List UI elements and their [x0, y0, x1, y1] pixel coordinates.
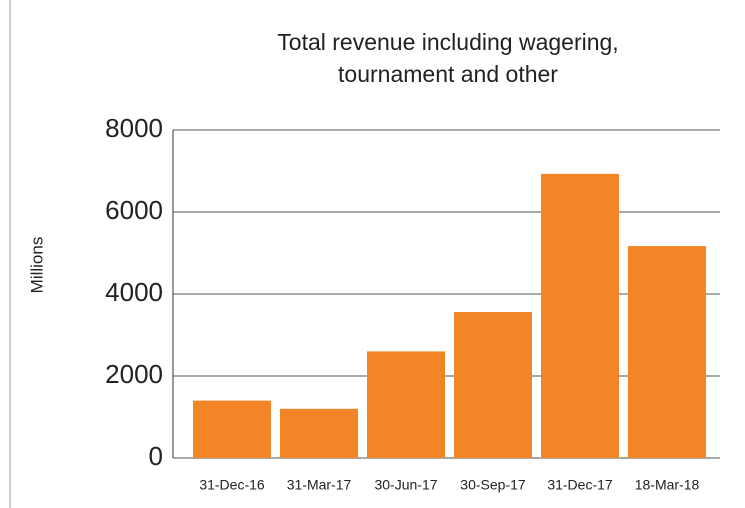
x-tick-label: 30-Sep-17 [460, 477, 526, 493]
x-tick-label: 18-Mar-18 [635, 477, 700, 493]
bar [628, 246, 706, 458]
x-tick-label: 31-Dec-17 [547, 477, 613, 493]
bar [454, 312, 532, 458]
y-tick-label: 8000 [105, 113, 163, 143]
x-tick-label: 30-Jun-17 [374, 477, 437, 493]
y-tick-label: 0 [149, 441, 163, 471]
bar [367, 351, 445, 458]
x-tick-label: 31-Dec-16 [199, 477, 265, 493]
bar [280, 408, 358, 458]
y-tick-label: 4000 [105, 277, 163, 307]
chart-title: tournament and other [338, 61, 558, 87]
bar [193, 400, 271, 458]
y-tick-label: 2000 [105, 359, 163, 389]
chart-title: Total revenue including wagering, [277, 29, 618, 55]
x-tick-label: 31-Mar-17 [287, 477, 352, 493]
y-tick-label: 6000 [105, 195, 163, 225]
bar [541, 173, 619, 458]
y-axis-label: Millions [27, 237, 46, 294]
